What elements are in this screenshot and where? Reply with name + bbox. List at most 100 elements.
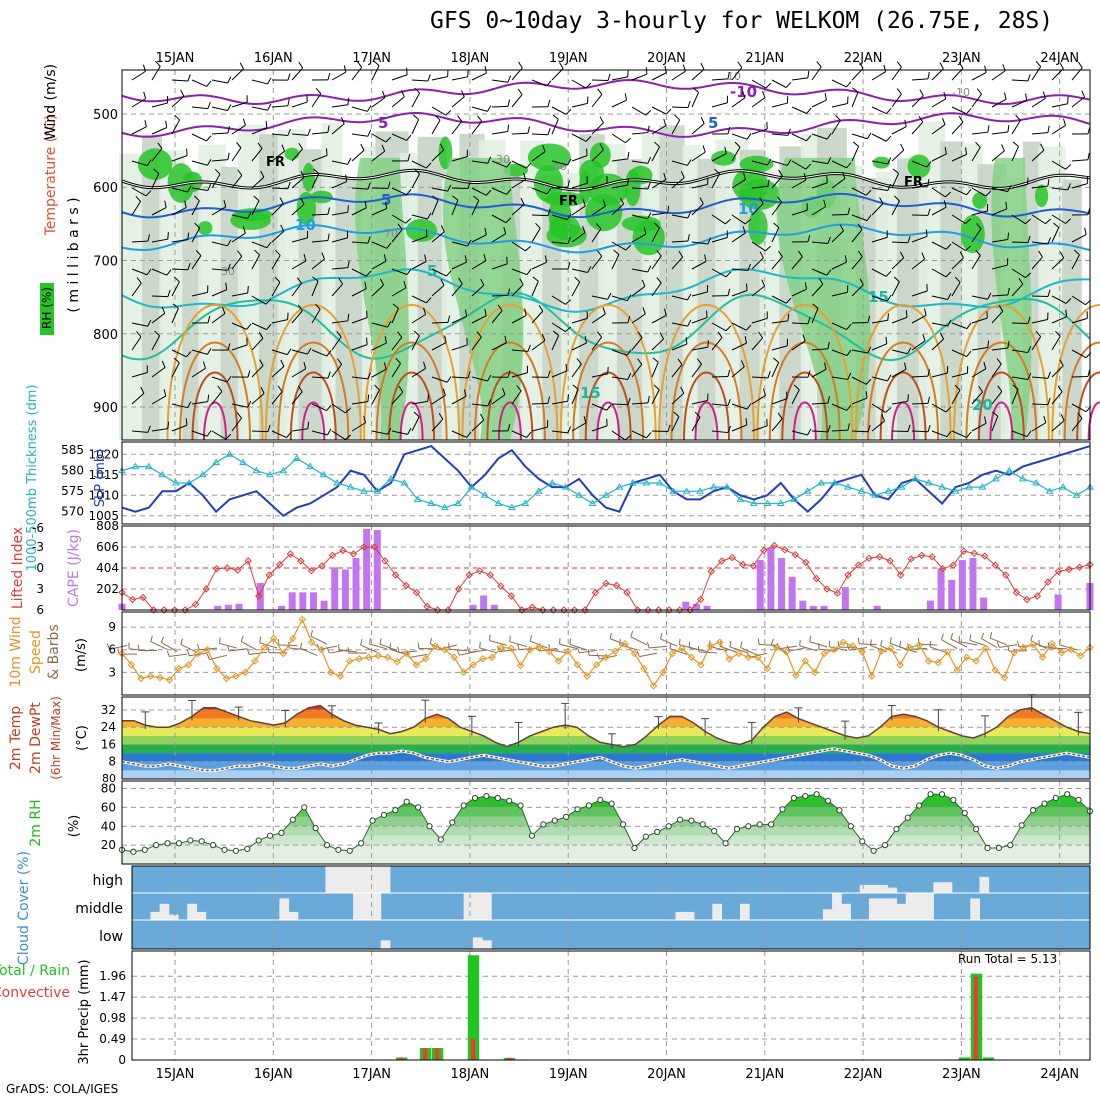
wind-barb	[471, 376, 488, 382]
wind-barb	[991, 98, 1007, 108]
wind-speed-marker	[336, 672, 344, 680]
rh-axis-label: 2m RH	[28, 799, 44, 846]
wind-barb-flag	[387, 427, 392, 435]
wind-speed-marker	[886, 644, 895, 652]
wind-barb-flag	[477, 115, 483, 122]
temp-contour-m5	[121, 112, 1091, 138]
lifted-index-marker	[539, 606, 547, 614]
surface-wind-barb	[919, 643, 938, 646]
wind-barb-flag	[161, 306, 166, 314]
thickness-marker	[131, 462, 140, 470]
rh-core	[546, 223, 587, 248]
wind-barb-flag	[1015, 114, 1021, 121]
wind-barb-flag	[1007, 287, 1010, 295]
temp-contour-m10	[121, 78, 1091, 106]
wind-barb	[1051, 336, 1061, 351]
wind-speed-marker	[260, 643, 269, 652]
wind-barb	[631, 268, 648, 273]
wind-barb	[451, 261, 467, 270]
cloud-bar-high	[325, 866, 336, 893]
wind-barb	[971, 147, 981, 162]
wind-barb	[511, 349, 528, 352]
wind-barb	[1011, 376, 1028, 381]
day-label-bottom: 23JAN	[942, 1067, 981, 1082]
wind-barb	[711, 78, 728, 81]
wind-barb-flag	[223, 199, 227, 207]
wind-barb-flag	[659, 332, 665, 340]
wind-barb-flag	[426, 297, 432, 304]
wind-barb-flag	[922, 334, 926, 342]
wind-barb-flag	[547, 127, 551, 135]
wind-barb	[551, 370, 567, 378]
slp-tick-label: 1010	[88, 488, 119, 502]
wind-barb	[451, 187, 469, 190]
pressure-tick-label: 900	[93, 401, 118, 416]
wind-barb	[371, 322, 388, 328]
contour-label: 5	[427, 262, 437, 280]
cloud-bar-high	[878, 884, 888, 893]
wind-barb	[511, 268, 528, 276]
wind-barb	[291, 133, 308, 136]
wind-barb	[131, 201, 141, 216]
wind-barb	[411, 400, 428, 405]
wind-barb-flag	[405, 218, 412, 224]
wind-barb-flag	[927, 369, 930, 377]
wind-barb-flag	[1060, 414, 1065, 421]
wind-speed-marker	[583, 672, 591, 680]
rh-marker	[597, 796, 604, 803]
lifted-index-marker	[454, 585, 463, 593]
wind-barb	[1071, 295, 1086, 306]
wind-barb-flag	[147, 425, 151, 433]
wind-barb-flag	[517, 88, 523, 95]
lifted-index-marker	[907, 555, 915, 563]
thickness-marker	[938, 483, 946, 490]
surface-wind-barb-flag	[1030, 634, 1034, 641]
thickness-marker	[306, 462, 315, 470]
wind-barb	[211, 173, 221, 189]
wind-barb-flag	[518, 61, 523, 69]
wind-barb-flag	[427, 74, 431, 82]
wind-barb	[711, 403, 728, 407]
wind-barb-flag	[221, 306, 226, 314]
wind-barb-flag	[987, 292, 992, 300]
thickness-marker	[857, 487, 866, 494]
wind-barb	[891, 149, 905, 162]
wind-barb-flag	[242, 118, 246, 126]
wind-barb-flag	[687, 211, 692, 219]
cape-tick-label: 202	[96, 582, 119, 596]
warm-dome-contour	[867, 341, 940, 441]
wind-barb-flag	[927, 208, 931, 216]
wind-barb-flag	[1047, 371, 1051, 379]
wind-barb-flag	[602, 199, 606, 207]
wind-barb-flag	[327, 125, 330, 133]
wind-barb	[1051, 103, 1068, 108]
rh-marker	[654, 828, 661, 836]
wind-barb	[371, 65, 380, 81]
wind-barb-flag	[275, 249, 281, 256]
wind-barb	[331, 320, 348, 324]
wind-barb-flag	[602, 307, 606, 315]
wind-barb	[271, 255, 281, 270]
wind-barb-flag	[707, 340, 709, 348]
wind-barb	[771, 175, 783, 189]
thickness-marker	[1032, 479, 1041, 486]
wind-speed-marker	[251, 657, 259, 665]
wind-barb	[951, 322, 968, 330]
lifted-index-marker	[739, 560, 747, 569]
wind-barb	[411, 295, 427, 304]
precip-tick-label: 0.98	[99, 1011, 126, 1025]
contour-label: 10	[295, 216, 316, 234]
wind-speed-marker	[735, 649, 743, 658]
wind-barb-flag	[546, 80, 552, 87]
wind-barb-flag	[741, 360, 745, 367]
wind-barb-flag	[343, 65, 347, 73]
rh-marker	[369, 817, 376, 824]
thickness-marker	[158, 470, 167, 478]
wind-barb	[791, 133, 807, 142]
surface-wind-barb-flag	[899, 641, 902, 648]
wind-barb-flag	[180, 89, 185, 97]
wind-barb	[171, 281, 180, 297]
wind-barb-flag	[852, 141, 859, 147]
cloud-bar-middle	[914, 893, 925, 920]
wind-barb	[691, 92, 700, 108]
